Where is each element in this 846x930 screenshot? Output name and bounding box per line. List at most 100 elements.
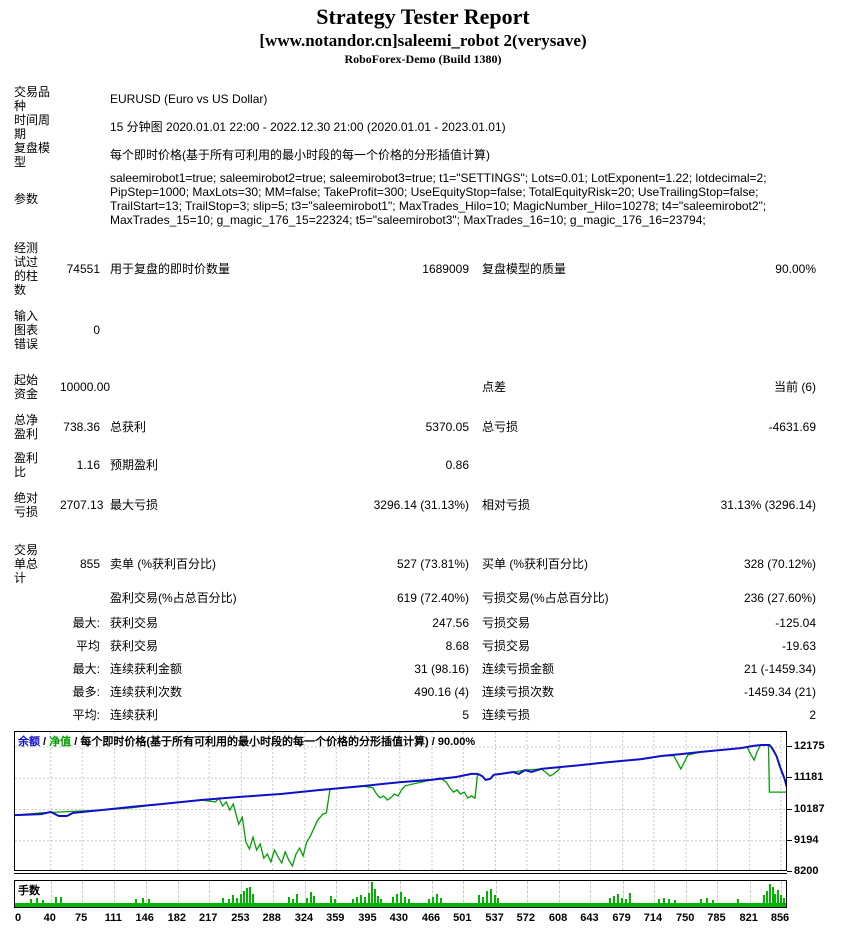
row-value: 1689009 <box>422 262 469 276</box>
row-header-line: 图表 <box>14 323 39 337</box>
lots-bar <box>478 895 481 907</box>
row-header-line: 时间周期 <box>14 113 51 141</box>
lots-bar <box>737 899 740 907</box>
x-tick-label: 324 <box>294 912 314 924</box>
lots-bar <box>773 894 776 907</box>
legend-quality: 90.00% <box>437 736 476 748</box>
legend-model: 每个即时价格(基于所有可利用的最小时段的每一个价格的分形插值计算) <box>80 736 429 748</box>
row-metric-label: 亏损交易 <box>482 638 531 653</box>
row-metric-label: 连续亏损次数 <box>482 684 555 699</box>
table-row: 交易 单总计 855 卖单 (%获利百分比) 527 (73.81%) 买单 (%获利百分… <box>14 543 846 585</box>
lots-bar <box>235 898 238 907</box>
lots-bar <box>334 899 337 907</box>
x-tick-label: 40 <box>43 912 56 924</box>
gridline <box>781 881 782 907</box>
report-subtitle: [www.notandor.cn]saleemi_robot 2(verysav… <box>259 31 587 50</box>
row-header-label: 参数 <box>14 192 60 206</box>
lots-bar <box>232 895 235 907</box>
row-metric-label: 连续亏损金额 <box>482 661 555 676</box>
y-tick-label: 10187 <box>794 802 825 815</box>
y-tick-label: 8200 <box>794 865 819 877</box>
row-value: 527 (73.81%) <box>396 557 469 571</box>
lots-bar <box>373 889 376 907</box>
x-tick-label: 0 <box>15 912 22 924</box>
gridline <box>495 881 497 907</box>
row-metric-label: 用于复盘的即时价数量 <box>110 262 231 276</box>
equity-line <box>15 744 786 868</box>
row-metric-label: 相对亏损 <box>482 498 531 512</box>
lots-bar <box>305 898 308 907</box>
row-header-line: 绝对 <box>14 491 39 505</box>
row-metric-label: 亏损交易 <box>482 615 531 630</box>
row-header-line: 复盘模型 <box>14 141 51 169</box>
row-value: 最大: <box>72 661 100 676</box>
lots-bar <box>399 892 402 907</box>
gridline <box>686 881 688 907</box>
y-tick-mark <box>787 839 792 841</box>
report-build: RoboForex-Demo (Build 1380) <box>344 52 502 66</box>
lots-bar <box>312 896 315 907</box>
row-value: 平均: <box>72 707 100 722</box>
lots-bar <box>407 899 410 907</box>
row-value: 31.13% (3296.14) <box>720 498 816 512</box>
lots-bar <box>371 882 374 907</box>
lots-bar <box>41 900 44 907</box>
lots-bar <box>625 899 628 907</box>
row-value: 0.86 <box>445 458 469 472</box>
lots-bar <box>355 897 358 907</box>
row-value: 247.56 <box>432 615 469 630</box>
lots-bar <box>777 890 780 907</box>
legend-sep1: / <box>40 736 50 748</box>
row-header-label: 经测 试过 的柱数 <box>14 241 60 297</box>
lots-bar <box>497 898 500 907</box>
lots-bar <box>329 896 332 907</box>
balance-chart-panel: 余额 / 净值 / 每个即时价格(基于所有可利用的最小时段的每一个价格的分形插值… <box>14 731 787 871</box>
lots-bar <box>620 898 623 907</box>
lots-bar <box>436 894 439 907</box>
gridline <box>114 881 116 907</box>
lots-bar <box>30 899 33 907</box>
lots-bar <box>252 894 255 907</box>
lots-bar <box>673 900 676 907</box>
gridline <box>526 881 528 907</box>
row-header-line: 经测 <box>14 241 39 255</box>
gridline <box>336 881 338 907</box>
lots-histogram: 手数 <box>14 880 787 908</box>
row-header-label: 总净 盈利 <box>14 413 60 441</box>
table-row: 起始 资金 10000.00 点差 当前 (6) <box>14 373 846 401</box>
lots-bar <box>391 897 394 907</box>
x-tick-label: 466 <box>421 912 441 924</box>
lots-bar <box>368 893 371 907</box>
x-tick-label: 643 <box>580 912 599 924</box>
row-value: 855 <box>79 557 100 571</box>
row-header-line: 总净 <box>14 413 39 427</box>
balance-chart-canvas <box>15 732 786 870</box>
row-metric-label: 盈利交易(%占总百分比) <box>110 591 237 605</box>
row-value: 328 (70.12%) <box>743 557 816 571</box>
lots-bar <box>769 884 772 907</box>
lots-bar <box>240 894 243 907</box>
row-value: 31 (98.16) <box>414 661 469 676</box>
lots-bar <box>765 891 768 907</box>
legend-balance: 余额 <box>18 736 40 748</box>
lots-bar <box>658 899 661 907</box>
x-tick-label: 501 <box>453 912 472 924</box>
lots-bar <box>377 896 380 907</box>
lots-bar <box>59 897 62 907</box>
row-value: 8.68 <box>445 638 469 653</box>
row-header-line: 盈利 <box>14 427 39 441</box>
gridline <box>304 881 306 907</box>
table-row: 盈利比 1.16 预期盈利 0.86 <box>14 451 846 479</box>
row-value: 21 (-1459.34) <box>743 661 816 676</box>
row-value: -19.63 <box>781 638 816 653</box>
row-metric-label: 连续获利 <box>110 707 159 722</box>
x-tick-label: 253 <box>231 912 250 924</box>
lots-bar <box>245 888 248 907</box>
x-tick-label: 856 <box>770 912 790 924</box>
x-tick-label: 572 <box>516 912 536 924</box>
row-value: 最大: <box>72 615 100 630</box>
table-row: 平均 获利交易 8.68 亏损交易 -19.63 <box>14 634 846 657</box>
legend-equity: 净值 <box>49 736 72 748</box>
table-row: 最多: 连续获利次数 490.16 (4) 连续亏损次数 -1459.34 (21) <box>14 680 846 703</box>
gridline <box>559 881 561 907</box>
